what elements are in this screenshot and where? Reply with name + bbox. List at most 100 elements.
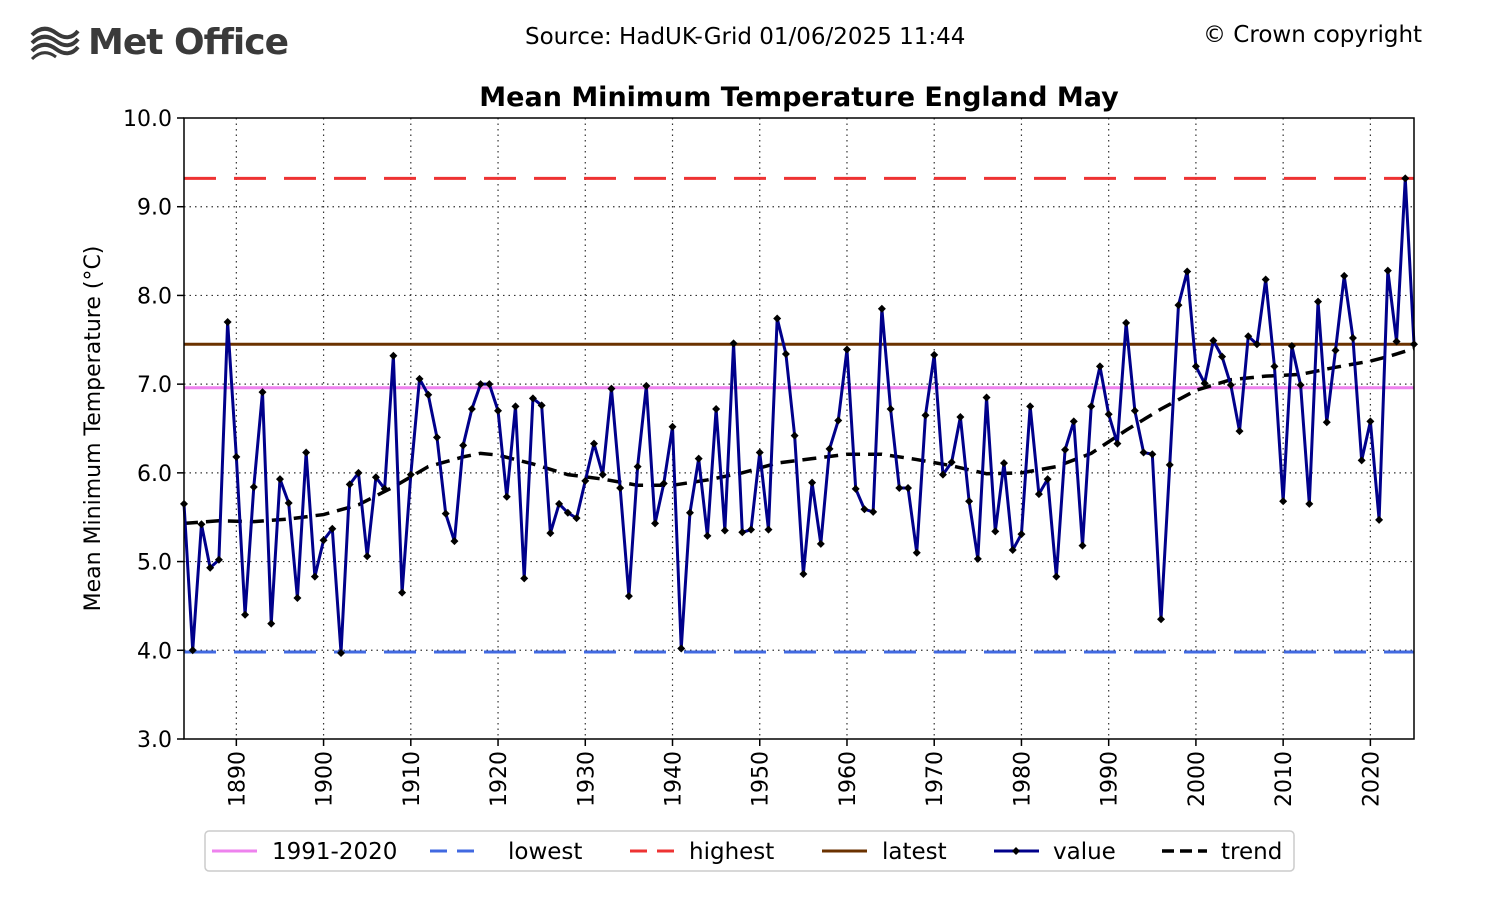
value-point	[633, 462, 642, 471]
value-point	[1226, 381, 1235, 390]
value-point	[694, 454, 703, 463]
value-point	[851, 484, 860, 493]
value-point	[502, 492, 511, 501]
x-tick-label: 1970	[923, 751, 948, 807]
value-point	[1366, 417, 1375, 426]
value-point	[520, 574, 529, 583]
x-tick-label: 1920	[487, 751, 512, 807]
value-point	[197, 520, 206, 529]
legend: 1991-2020 lowest highest latest value trend	[204, 830, 1295, 872]
value-point	[1296, 381, 1305, 390]
value-point	[703, 531, 712, 540]
value-point	[415, 374, 424, 383]
value-point	[1122, 318, 1131, 327]
value-point	[912, 548, 921, 557]
y-tick-label: 6.0	[137, 462, 172, 487]
value-point	[459, 441, 468, 450]
value-point	[1000, 459, 1008, 468]
value-point	[869, 507, 878, 516]
value-point	[965, 497, 974, 506]
x-tick-label: 1910	[400, 751, 425, 807]
value-point	[1261, 275, 1270, 284]
value-point	[930, 350, 939, 359]
value-point	[729, 339, 738, 348]
value-point	[860, 505, 869, 514]
value-point	[241, 610, 250, 619]
value-point	[1026, 402, 1035, 411]
value-point	[755, 448, 764, 457]
y-tick-label: 5.0	[137, 551, 172, 576]
value-point	[1244, 332, 1253, 341]
value-point	[747, 525, 756, 534]
source-text: Source: HadUK-Grid 01/06/2025 11:44	[525, 24, 966, 50]
value-point	[590, 439, 598, 448]
value-point	[624, 592, 633, 601]
value-point	[1209, 336, 1218, 345]
value-point	[363, 552, 372, 561]
value-point	[738, 528, 747, 537]
value-point	[249, 483, 258, 492]
x-tick-label: 1960	[836, 751, 861, 807]
value-point	[511, 402, 520, 411]
value-line	[182, 176, 1416, 655]
x-tick-label: 1890	[225, 751, 250, 807]
value-point	[677, 644, 686, 653]
value-point	[424, 390, 433, 399]
y-tick-label: 10.0	[123, 107, 172, 132]
value-point	[877, 304, 886, 313]
y-tick-label: 9.0	[137, 196, 172, 221]
value-point	[1235, 427, 1244, 436]
value-point	[223, 318, 232, 327]
legend-label-lowest: lowest	[508, 839, 582, 865]
value-point	[982, 393, 991, 402]
value-point	[1191, 362, 1200, 371]
value-point	[1392, 337, 1401, 346]
value-point	[337, 648, 346, 657]
value-point	[467, 404, 476, 413]
value-point	[1165, 460, 1174, 469]
value-point	[816, 539, 825, 548]
value-point	[773, 314, 782, 323]
value-point	[642, 381, 651, 390]
value-point	[188, 646, 197, 655]
value-point	[825, 444, 834, 453]
x-tick-label: 2020	[1359, 751, 1384, 807]
value-point	[1270, 362, 1279, 371]
value-point	[1017, 530, 1026, 539]
value-point	[275, 475, 284, 484]
value-point	[659, 479, 668, 488]
value-point	[345, 480, 354, 489]
value-point	[441, 509, 450, 518]
value-point	[1322, 418, 1331, 427]
value-point	[720, 526, 729, 535]
value-point	[790, 431, 799, 440]
value-point	[284, 499, 293, 508]
value-point	[1043, 475, 1052, 484]
value-point	[494, 406, 503, 415]
x-tick-label: 2010	[1272, 751, 1297, 807]
value-point	[947, 458, 956, 467]
value-point	[450, 537, 459, 546]
value-point	[685, 508, 694, 517]
value-point	[1087, 402, 1096, 411]
value-point	[310, 572, 319, 581]
value-point	[1104, 410, 1113, 419]
value-point	[598, 470, 607, 479]
value-point	[886, 404, 895, 413]
copyright-text: © Crown copyright	[1203, 22, 1423, 48]
value-point	[214, 555, 223, 564]
value-point	[956, 412, 965, 421]
value-point	[973, 554, 982, 563]
value-point	[319, 536, 328, 545]
legend-box	[204, 830, 1295, 872]
y-tick-label: 7.0	[137, 373, 172, 398]
x-tick-label: 1900	[313, 751, 338, 807]
x-tick-label: 1930	[574, 751, 599, 807]
value-point	[895, 483, 904, 492]
value-markers	[180, 174, 1418, 657]
value-point	[1383, 266, 1392, 275]
value-point	[1113, 439, 1122, 448]
value-point	[712, 404, 721, 413]
value-point	[1052, 572, 1061, 581]
